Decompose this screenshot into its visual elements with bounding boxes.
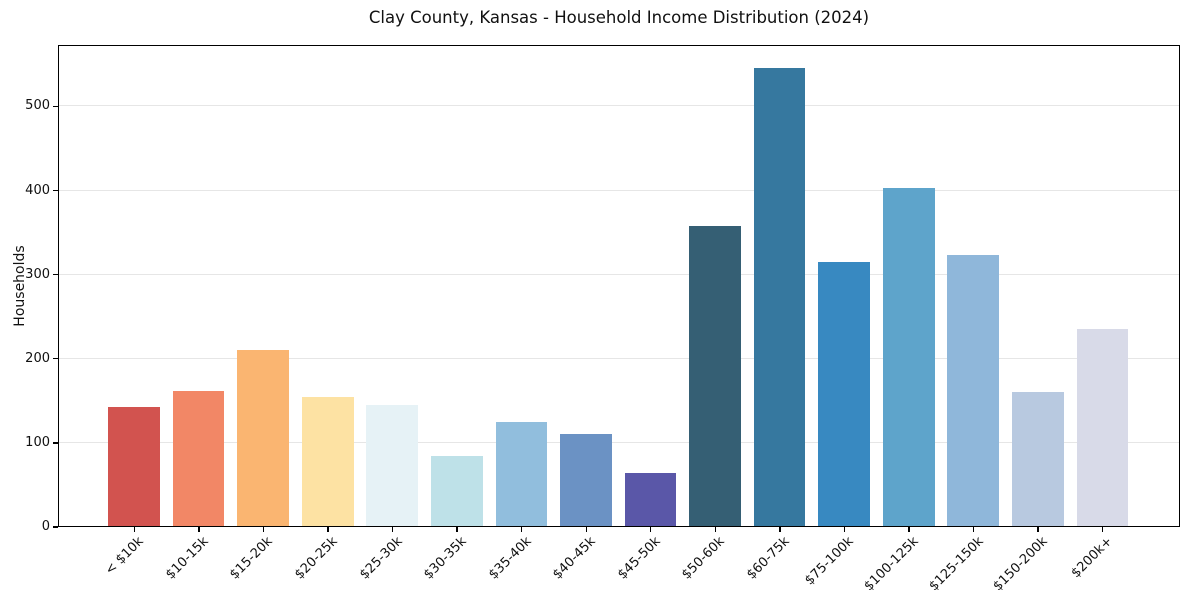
gridline <box>58 273 1179 275</box>
y-tick-label: 300 <box>25 266 50 282</box>
x-tick-mark <box>1102 527 1104 532</box>
bar-100-125k <box>882 187 935 526</box>
bar-75-100k <box>818 261 870 526</box>
x-tick-label: < $10k <box>102 534 147 579</box>
plot-area <box>57 45 1180 527</box>
y-tick-mark <box>52 442 58 444</box>
x-tick-mark <box>714 527 716 532</box>
y-tick-label: 0 <box>41 519 50 534</box>
x-tick-mark <box>327 527 329 532</box>
bar-40-45k <box>560 434 612 526</box>
x-tick-mark <box>262 527 265 532</box>
chart-title: Clay County, Kansas - Household Income D… <box>368 8 870 27</box>
x-tick-mark <box>521 527 523 532</box>
bar-50-60k <box>689 225 741 526</box>
gridline <box>58 357 1179 359</box>
bar-150-200k <box>1011 392 1064 526</box>
x-tick-mark <box>456 527 458 532</box>
y-tick-mark <box>52 105 58 108</box>
bar-125-150k <box>947 255 1000 526</box>
bar-25-30k <box>366 404 419 526</box>
bar-60-75k <box>753 67 806 526</box>
y-tick-label: 500 <box>25 98 50 114</box>
bar-45-50k <box>624 473 677 526</box>
y-axis-label: Households <box>12 245 28 327</box>
bar-35-40k <box>495 421 548 526</box>
x-tick-mark <box>843 527 846 532</box>
bar-200k <box>1076 329 1129 526</box>
y-tick-label: 200 <box>25 350 50 366</box>
bar-30-35k <box>430 456 483 526</box>
y-tick-mark <box>52 273 58 276</box>
bar-10k <box>108 407 160 526</box>
x-tick-mark <box>908 527 910 532</box>
bar-10-15k <box>172 391 225 526</box>
y-tick-label: 400 <box>25 182 50 198</box>
gridline <box>58 105 1179 107</box>
bar-20-25k <box>301 397 354 526</box>
y-tick-mark <box>52 189 58 192</box>
x-tick-mark <box>650 527 652 532</box>
x-tick-mark <box>585 527 587 532</box>
x-tick-mark <box>779 527 781 532</box>
x-tick-mark <box>1037 527 1039 532</box>
x-tick-mark <box>972 527 975 532</box>
y-tick-label: 100 <box>25 434 50 450</box>
bar-15-20k <box>237 350 289 526</box>
y-tick-mark <box>52 358 58 360</box>
y-tick-mark <box>52 526 58 528</box>
gridline <box>58 189 1179 191</box>
gridline <box>58 441 1179 443</box>
x-tick-mark <box>198 527 200 532</box>
x-tick-mark <box>133 527 135 532</box>
x-tick-mark <box>391 527 394 532</box>
